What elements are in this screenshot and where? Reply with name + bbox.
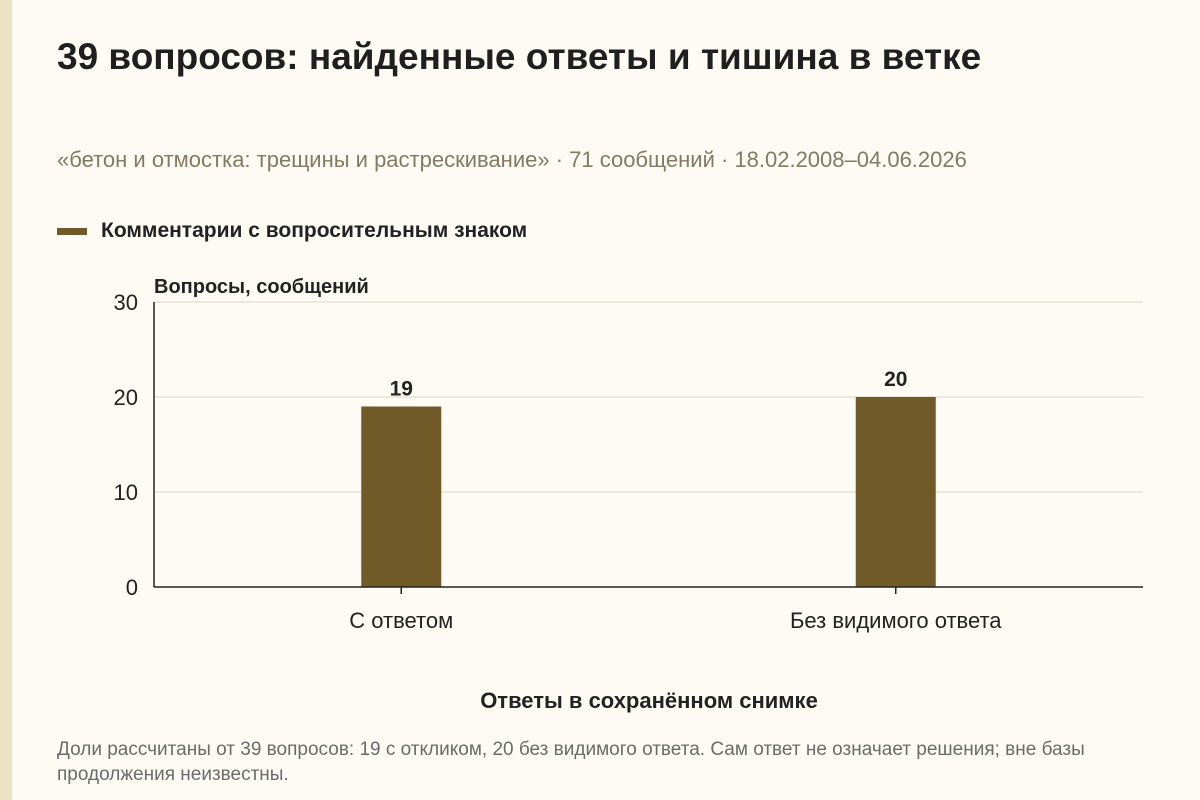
y-axis-label: Вопросы, сообщений [154,276,369,298]
chart-subtitle: «бетон и отмостка: трещины и растрескива… [57,147,967,172]
y-tick-label: 10 [114,480,138,505]
y-tick-label: 20 [114,385,138,410]
y-tick-label: 30 [114,290,138,315]
y-tick-label: 0 [126,575,138,600]
chart-title: 39 вопросов: найденные ответы и тишина в… [57,36,982,77]
footnote: Доли рассчитаны от 39 вопросов: 19 с отк… [57,739,1085,785]
x-axis-label: Ответы в сохранённом снимке [480,688,818,713]
legend: Комментарии с вопросительным знаком [57,219,527,243]
bar-value-label: 20 [884,368,907,391]
left-accent-strip [0,0,12,800]
x-tick-label: С ответом [349,608,453,633]
bar [361,406,442,587]
bar [855,397,936,587]
legend-swatch [57,227,87,235]
legend-label: Комментарии с вопросительным знаком [101,219,528,242]
x-tick-label: Без видимого ответа [790,608,1002,633]
bar-value-label: 19 [390,378,413,401]
